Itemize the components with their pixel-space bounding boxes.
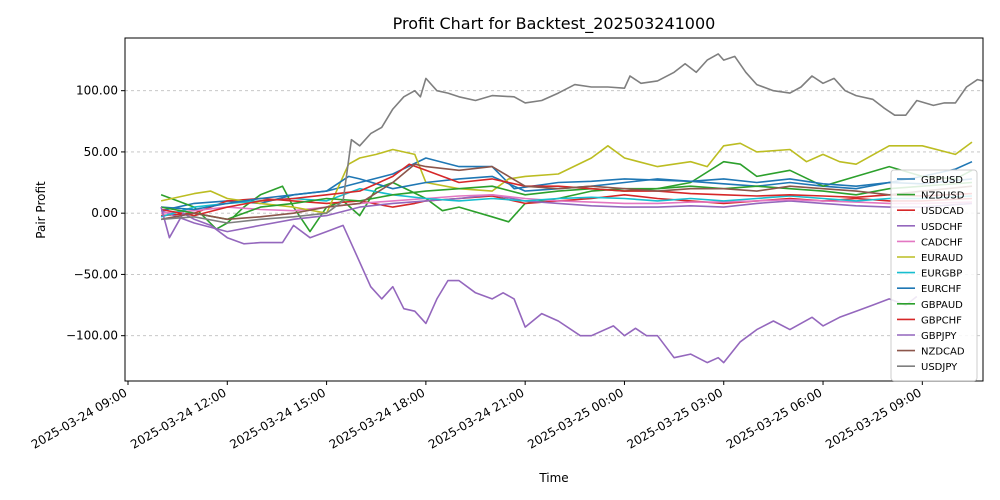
y-tick-label: 50.00 [84, 145, 118, 159]
legend-label-gbpjpy: GBPJPY [921, 331, 957, 342]
y-grid [125, 90, 983, 337]
series-line-nzdusd [160, 160, 973, 233]
legend-label-usdchf: USDCHF [921, 222, 963, 233]
legend-box [890, 169, 978, 382]
y-tick-label: 100.00 [76, 84, 118, 98]
legend-label-nzdusd: NZDUSD [921, 191, 965, 202]
legend-label-euraud: EURAUD [921, 253, 963, 264]
series-line-eurchf [161, 175, 973, 211]
y-tick-label: −50.00 [74, 267, 118, 281]
series-line-gbpaud [160, 181, 973, 221]
series-line-usdchf [160, 194, 973, 233]
series-line-usdjpy [161, 53, 984, 224]
y-axis: −100.00 −50.00 0.00 50.00 100.00 [66, 84, 125, 343]
x-axis-label: Time [538, 471, 568, 485]
legend-label-usdcad: USDCAD [921, 206, 964, 217]
legend-label-cadchf: CADCHF [921, 237, 963, 248]
series-line-cadchf [161, 194, 973, 214]
series-line-gbpjpy [160, 206, 918, 364]
y-tick-label: −100.00 [66, 329, 118, 343]
legend-label-eurchf: EURCHF [921, 284, 962, 295]
series-line-nzdcad [160, 163, 973, 221]
series-line-euraud [160, 141, 973, 214]
plot-frame [124, 37, 984, 382]
legend-label-gbpchf: GBPCHF [921, 315, 962, 326]
legend-label-eurgbp: EURGBP [921, 269, 962, 280]
legend-label-nzdcad: NZDCAD [921, 347, 965, 358]
legend-label-gbpaud: GBPAUD [921, 300, 963, 311]
series-layer [160, 53, 984, 364]
y-axis-label: Pair Profit [34, 181, 48, 239]
series-line-gbpchf [160, 163, 973, 217]
legend: GBPUSD NZDUSD USDCAD USDCHF CADCHF EURAUD EURG… [890, 169, 978, 382]
legend-label-usdjpy: USDJPY [921, 362, 958, 373]
y-tick-label: 0.00 [91, 206, 118, 220]
legend-label-gbpusd: GBPUSD [921, 175, 963, 186]
chart-title: Profit Chart for Backtest_202503241000 [393, 14, 716, 34]
